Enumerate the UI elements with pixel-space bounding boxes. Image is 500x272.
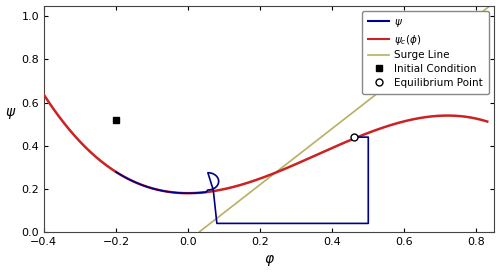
Legend: $\psi$, $\psi_c(\phi)$, Surge Line, Initial Condition, Equilibrium Point: $\psi$, $\psi_c(\phi)$, Surge Line, Init… (362, 11, 489, 94)
X-axis label: φ: φ (264, 252, 274, 267)
Y-axis label: ψ: ψ (6, 105, 15, 119)
